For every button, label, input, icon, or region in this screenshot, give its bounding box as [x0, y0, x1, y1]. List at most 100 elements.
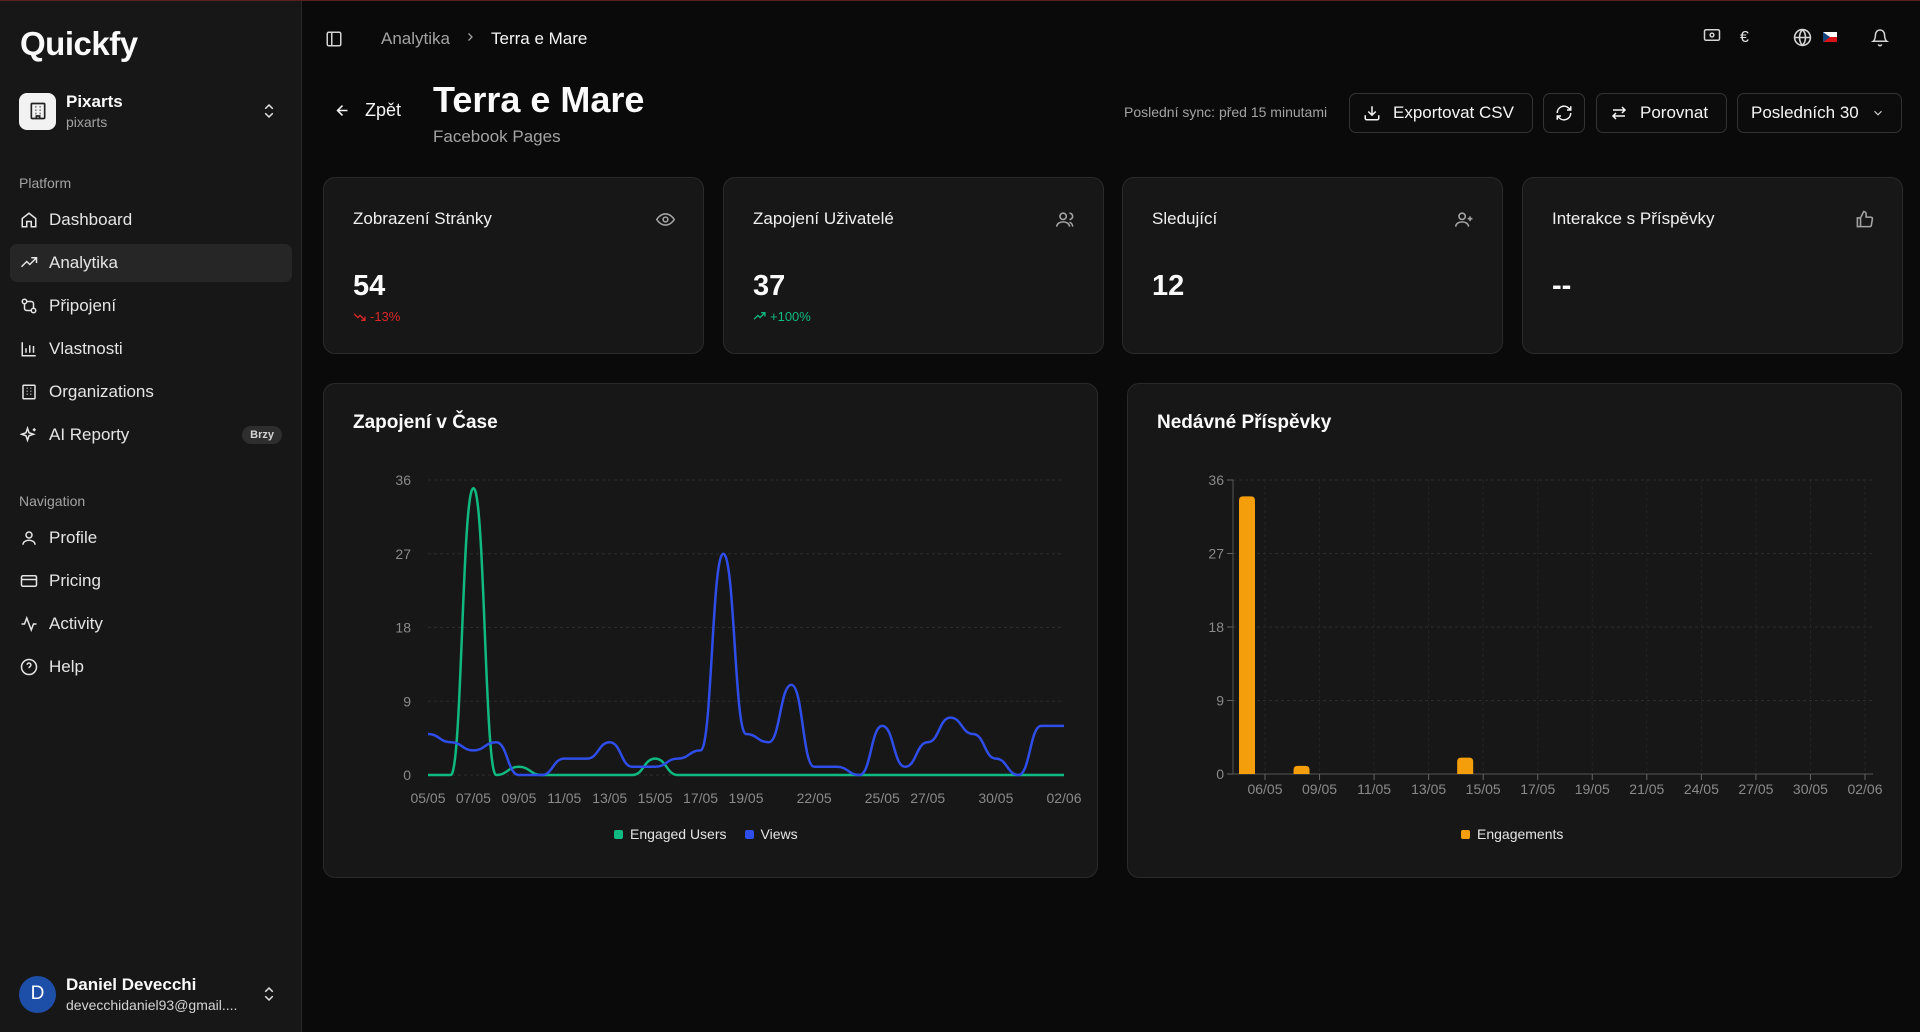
chevrons-up-down-icon: [260, 984, 278, 1009]
chevrons-up-down-icon: [260, 101, 278, 126]
y-tick-label: 0: [1216, 766, 1224, 782]
x-tick-label: 19/05: [728, 790, 763, 806]
legend-label: Engaged Users: [630, 826, 727, 842]
home-icon: [19, 210, 39, 230]
thumbs-up-icon: [1855, 210, 1874, 234]
sidebar-toggle-icon[interactable]: [325, 30, 343, 53]
window-top-border: [0, 0, 1920, 1]
y-tick-label: 27: [395, 546, 411, 562]
chart-legend: Engaged Users Views: [614, 826, 816, 842]
sidebar: Quickfy Pixarts pixarts Platform Dashboa…: [0, 1, 302, 1032]
sidebar-item-label: Pricing: [49, 571, 101, 590]
sparkles-icon: [19, 425, 39, 445]
user-icon: [19, 528, 39, 548]
sidebar-item-ai-reporty[interactable]: AI Reporty Brzy: [10, 416, 292, 454]
section-label-navigation: Navigation: [19, 493, 86, 509]
currency-icon[interactable]: [1703, 28, 1721, 42]
building-icon: [19, 92, 56, 130]
refresh-button[interactable]: [1543, 93, 1585, 133]
czech-flag-icon[interactable]: [1823, 32, 1837, 42]
bar-chart: 0 9 18 27 36 06/05 09/05 11/05 13/05 15/05 17/05 19…: [1208, 472, 1882, 797]
x-tick-label: 05/05: [410, 790, 445, 806]
x-tick-label: 06/05: [1247, 781, 1282, 797]
stat-delta: +100%: [753, 309, 811, 324]
user-menu[interactable]: D Daniel Devecchi devecchidaniel93@gmail…: [10, 968, 292, 1020]
refresh-icon: [1555, 104, 1573, 122]
date-range-value: Posledních 30: [1751, 103, 1859, 122]
sidebar-item-help[interactable]: Help: [10, 648, 292, 686]
help-circle-icon: [19, 657, 39, 677]
legend-label: Views: [760, 826, 798, 842]
line-chart: 0 9 18 27 36 05/05 07/05 09/05 11/05 13/05 15/05 17…: [395, 472, 1081, 806]
sidebar-item-label: Activity: [49, 614, 103, 633]
y-tick-label: 36: [1208, 472, 1224, 488]
date-range-select[interactable]: Posledních 30: [1737, 93, 1902, 133]
sidebar-item-label: Analytika: [49, 253, 118, 272]
sidebar-item-pricing[interactable]: Pricing: [10, 562, 292, 600]
sidebar-item-profile[interactable]: Profile: [10, 519, 292, 557]
chevron-right-icon: [464, 30, 476, 48]
org-switcher[interactable]: Pixarts pixarts: [10, 85, 292, 137]
x-tick-label: 27/05: [1738, 781, 1773, 797]
back-button[interactable]: Zpět: [334, 100, 401, 121]
sidebar-item-activity[interactable]: Activity: [10, 605, 292, 643]
x-tick-label: 25/05: [865, 790, 900, 806]
stat-delta-value: +100%: [770, 309, 811, 324]
legend-swatch: [614, 829, 623, 839]
sidebar-item-vlastnosti[interactable]: Vlastnosti: [10, 330, 292, 368]
coming-soon-badge: Brzy: [242, 426, 282, 444]
section-label-platform: Platform: [19, 175, 72, 191]
arrow-left-icon: [334, 102, 351, 119]
bar-chart-icon: [19, 339, 39, 359]
eye-icon: [655, 210, 676, 234]
sidebar-item-label: Profile: [49, 528, 98, 547]
x-tick-label: 09/05: [501, 790, 536, 806]
sidebar-item-organizations[interactable]: Organizations: [10, 373, 292, 411]
currency-symbol[interactable]: €: [1740, 29, 1749, 46]
x-tick-label: 17/05: [1520, 781, 1555, 797]
legend-item-views[interactable]: Views: [744, 826, 798, 842]
legend-label: Engagements: [1477, 826, 1564, 842]
back-label: Zpět: [365, 100, 402, 120]
x-tick-label: 27/05: [910, 790, 945, 806]
trending-up-icon: [753, 310, 766, 323]
x-tick-label: 15/05: [1466, 781, 1501, 797]
stat-delta: -13%: [353, 309, 400, 324]
trending-down-icon: [353, 310, 366, 323]
legend-swatch: [744, 829, 754, 839]
sidebar-item-label: Organizations: [49, 382, 154, 401]
stat-title: Zobrazení Stránky: [353, 209, 492, 228]
sidebar-item-pripojeni[interactable]: Připojení: [10, 287, 292, 325]
app-logo: Quickfy: [20, 25, 138, 62]
export-csv-button[interactable]: Exportovat CSV: [1349, 93, 1533, 133]
bar: [1239, 496, 1255, 774]
sidebar-item-label: Help: [49, 657, 84, 676]
user-plus-icon: [1455, 210, 1474, 234]
y-tick-label: 18: [1208, 619, 1224, 635]
x-tick-label: 17/05: [683, 790, 718, 806]
sidebar-item-analytika[interactable]: Analytika: [10, 244, 292, 282]
export-label: Exportovat CSV: [1393, 103, 1514, 122]
breadcrumb-item[interactable]: Analytika: [381, 29, 450, 48]
stat-title: Sledující: [1152, 209, 1218, 228]
stat-card-post-interactions: Interakce s Příspěvky --: [1522, 177, 1903, 354]
legend-item-engaged-users[interactable]: Engaged Users: [614, 826, 727, 842]
series-line-views: [427, 552, 1064, 777]
stat-card-page-views: Zobrazení Stránky 54 -13%: [323, 177, 704, 354]
stat-card-engaged-users: Zapojení Uživatelé 37 +100%: [723, 177, 1104, 354]
x-tick-label: 11/05: [547, 790, 581, 806]
x-tick-label: 09/05: [1302, 781, 1337, 797]
compare-button[interactable]: Porovnat: [1596, 93, 1727, 133]
stat-delta-value: -13%: [370, 309, 401, 324]
avatar: D: [19, 975, 56, 1013]
download-icon: [1363, 104, 1381, 122]
legend-item-engagements[interactable]: Engagements: [1461, 826, 1563, 842]
sidebar-item-dashboard[interactable]: Dashboard: [10, 201, 292, 239]
breadcrumb-current: Terra e Mare: [491, 29, 588, 48]
compare-label: Porovnat: [1640, 103, 1709, 122]
arrows-left-right-icon: [1610, 104, 1628, 122]
bell-icon[interactable]: [1871, 28, 1889, 47]
chart-title: Nedávné Příspěvky: [1157, 412, 1332, 433]
globe-icon[interactable]: [1793, 28, 1812, 47]
x-tick-label: 02/06: [1046, 790, 1081, 806]
